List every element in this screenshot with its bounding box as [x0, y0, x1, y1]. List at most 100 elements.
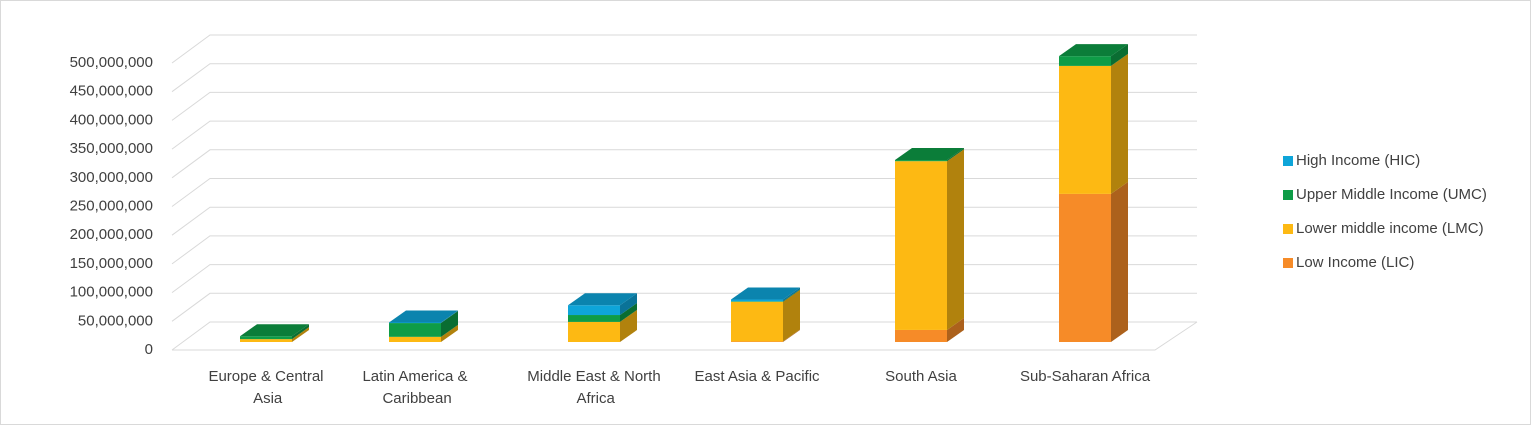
bar-side — [947, 149, 964, 330]
grid-line — [171, 321, 1197, 351]
grid-line — [171, 91, 1197, 121]
bar-top — [731, 287, 800, 300]
bar-segment — [895, 148, 964, 162]
bar-front — [731, 301, 783, 342]
bar-top — [389, 310, 458, 323]
x-tick-label: Europe & Central Asia — [208, 368, 323, 407]
grid-line — [171, 178, 1197, 207]
bar-side — [441, 310, 458, 324]
grid-line — [171, 206, 1197, 236]
y-tick-label: 100,000,000 — [70, 284, 153, 301]
bar-segment — [1059, 181, 1128, 342]
bar-front — [731, 341, 783, 342]
bar-front — [389, 336, 441, 342]
bar-segment — [731, 289, 800, 302]
y-tick-label: 500,000,000 — [70, 54, 153, 71]
bar-segment — [389, 311, 458, 337]
bar-segment — [731, 289, 800, 342]
bar-segment — [389, 324, 458, 342]
x-tick-line: Latin America & — [362, 368, 467, 385]
bar-front — [568, 315, 620, 322]
bar-top — [1059, 44, 1128, 57]
bar-top — [240, 324, 309, 337]
bar-segment — [895, 149, 964, 330]
bar-side — [620, 309, 637, 342]
bar-side — [1111, 181, 1128, 342]
bar-top — [568, 293, 637, 306]
y-tick-label: 200,000,000 — [70, 226, 153, 243]
grid-line — [171, 264, 1197, 294]
bar-segment — [568, 303, 637, 322]
bar-front — [240, 339, 292, 342]
grid-line — [171, 149, 1197, 179]
bar-segment — [240, 324, 309, 340]
bar-side — [947, 317, 964, 342]
bar-segment — [568, 309, 637, 342]
bar-front — [895, 329, 947, 342]
y-tick-label: 400,000,000 — [70, 111, 153, 128]
bar-front — [1059, 193, 1111, 342]
legend-swatch — [1283, 258, 1293, 268]
x-tick-line: Caribbean — [378, 390, 451, 407]
bar-front — [568, 305, 620, 316]
legend-label: Upper Middle Income (UMC) — [1296, 186, 1487, 203]
grid-line — [171, 120, 1197, 150]
x-tick-line: Africa — [573, 390, 615, 407]
legend-swatch — [1283, 224, 1293, 234]
x-tick-line: Europe & Central — [208, 368, 323, 385]
x-tick-line: East Asia & Pacific — [694, 368, 820, 385]
bar-segment — [1059, 53, 1128, 194]
bar-side — [620, 293, 637, 316]
bar-side — [1111, 53, 1128, 194]
y-tick-label: 0 — [145, 341, 153, 358]
bar-front — [731, 299, 783, 302]
bar-side — [783, 289, 800, 342]
bar-segment — [731, 287, 800, 302]
bar-side — [441, 311, 458, 337]
bar-side — [1111, 44, 1128, 66]
grid-line — [171, 34, 1197, 64]
y-tick-label: 250,000,000 — [70, 197, 153, 214]
x-tick-line: Sub-Saharan Africa — [1020, 368, 1151, 385]
bar-side — [947, 148, 964, 162]
legend-label: High Income (HIC) — [1296, 152, 1420, 169]
y-tick-label: 150,000,000 — [70, 255, 153, 272]
bar-front — [1059, 56, 1111, 66]
bar-front — [731, 301, 783, 302]
bar-segment — [240, 327, 309, 342]
bar-top — [895, 148, 964, 161]
x-tick-line: South Asia — [885, 368, 957, 385]
bar-segment — [568, 293, 637, 316]
x-tick-label: Latin America & Caribbean — [362, 368, 467, 407]
legend-swatch — [1283, 156, 1293, 166]
bar-side — [292, 324, 309, 340]
legend-label: Lower middle income (LMC) — [1296, 220, 1484, 237]
bar-side — [783, 289, 800, 302]
legend-swatch — [1283, 190, 1293, 200]
grid-line — [171, 235, 1197, 265]
x-tick-line: Asia — [250, 390, 283, 407]
bar-front — [568, 321, 620, 342]
bar-front — [895, 161, 947, 330]
bar-side — [783, 287, 800, 302]
bar-side — [292, 327, 309, 342]
bar-side — [441, 324, 458, 342]
bar-side — [620, 303, 637, 322]
x-tick-label: South Asia — [885, 368, 957, 385]
bar-front — [389, 322, 441, 324]
bar-front — [895, 160, 947, 162]
x-tick-label: East Asia & Pacific — [694, 368, 820, 385]
grid-line — [171, 63, 1197, 93]
bar-side — [783, 329, 800, 342]
grid-line — [171, 292, 1197, 322]
floor-edge — [172, 321, 1198, 351]
y-tick-label: 50,000,000 — [78, 312, 153, 329]
bar-front — [1059, 65, 1111, 194]
x-tick-line: Middle East & North — [527, 368, 660, 385]
x-tick-label: Sub-Saharan Africa — [1020, 368, 1151, 385]
bar-segment — [895, 317, 964, 342]
y-tick-label: 300,000,000 — [70, 169, 153, 186]
y-tick-label: 350,000,000 — [70, 140, 153, 157]
